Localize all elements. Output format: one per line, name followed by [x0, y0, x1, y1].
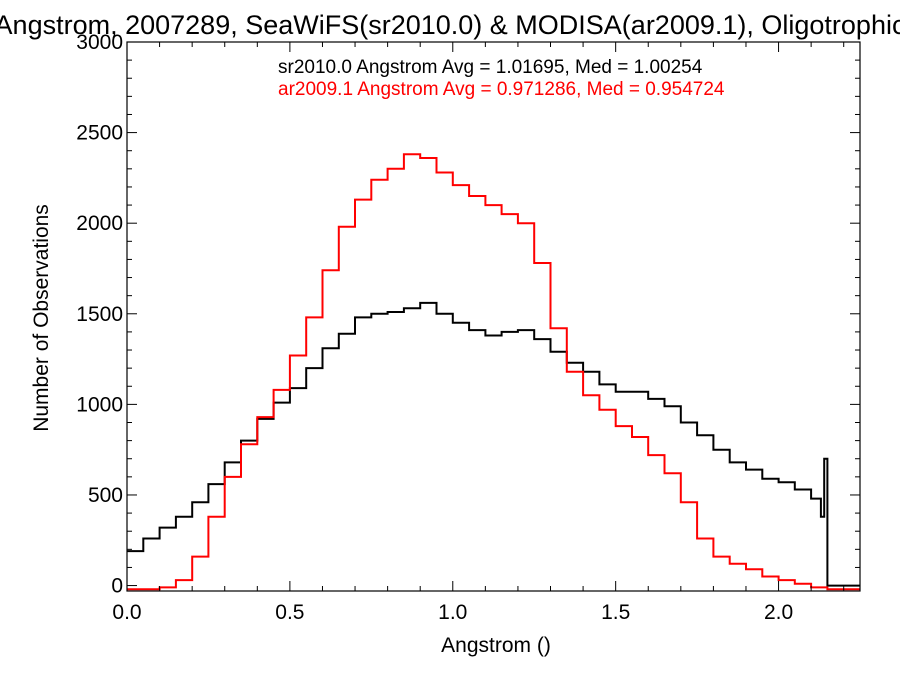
tick-labels: 0.0 0.5 1.0 1.5 2.0 0 500 1000 1500 2000 2500 3000 — [76, 31, 793, 624]
series-line-1 — [127, 153, 860, 591]
series-line-0 — [127, 301, 860, 587]
axis-ticks — [126, 41, 860, 591]
y-tick-label-0: 0 — [111, 575, 123, 598]
y-tick-label-6: 3000 — [76, 31, 123, 54]
y-tick-label-5: 2500 — [76, 122, 123, 145]
y-axis-label: Number of Observations — [30, 204, 53, 432]
plot-frame — [126, 41, 861, 592]
x-tick-label-4: 2.0 — [764, 601, 793, 624]
x-tick-label-0: 0.0 — [112, 601, 141, 624]
stat-annotation-sr2010: sr2010.0 Angstrom Avg = 1.01695, Med = 1… — [278, 57, 703, 78]
plot-lines — [127, 153, 860, 591]
y-tick-label-3: 1500 — [76, 303, 123, 326]
stat-annotation-ar2009: ar2009.1 Angstrom Avg = 0.971286, Med = … — [278, 79, 725, 100]
x-tick-label-1: 0.5 — [275, 601, 304, 624]
y-tick-label-1: 500 — [88, 484, 123, 507]
x-tick-label-3: 1.5 — [601, 601, 630, 624]
y-tick-label-4: 2000 — [76, 212, 123, 235]
axes — [126, 41, 861, 592]
x-tick-label-2: 1.0 — [438, 601, 467, 624]
chart-title: Angstrom, 2007289, SeaWiFS(sr2010.0) & M… — [0, 10, 900, 40]
y-tick-label-2: 1000 — [76, 393, 123, 416]
x-axis-label: Angstrom () — [441, 634, 551, 657]
